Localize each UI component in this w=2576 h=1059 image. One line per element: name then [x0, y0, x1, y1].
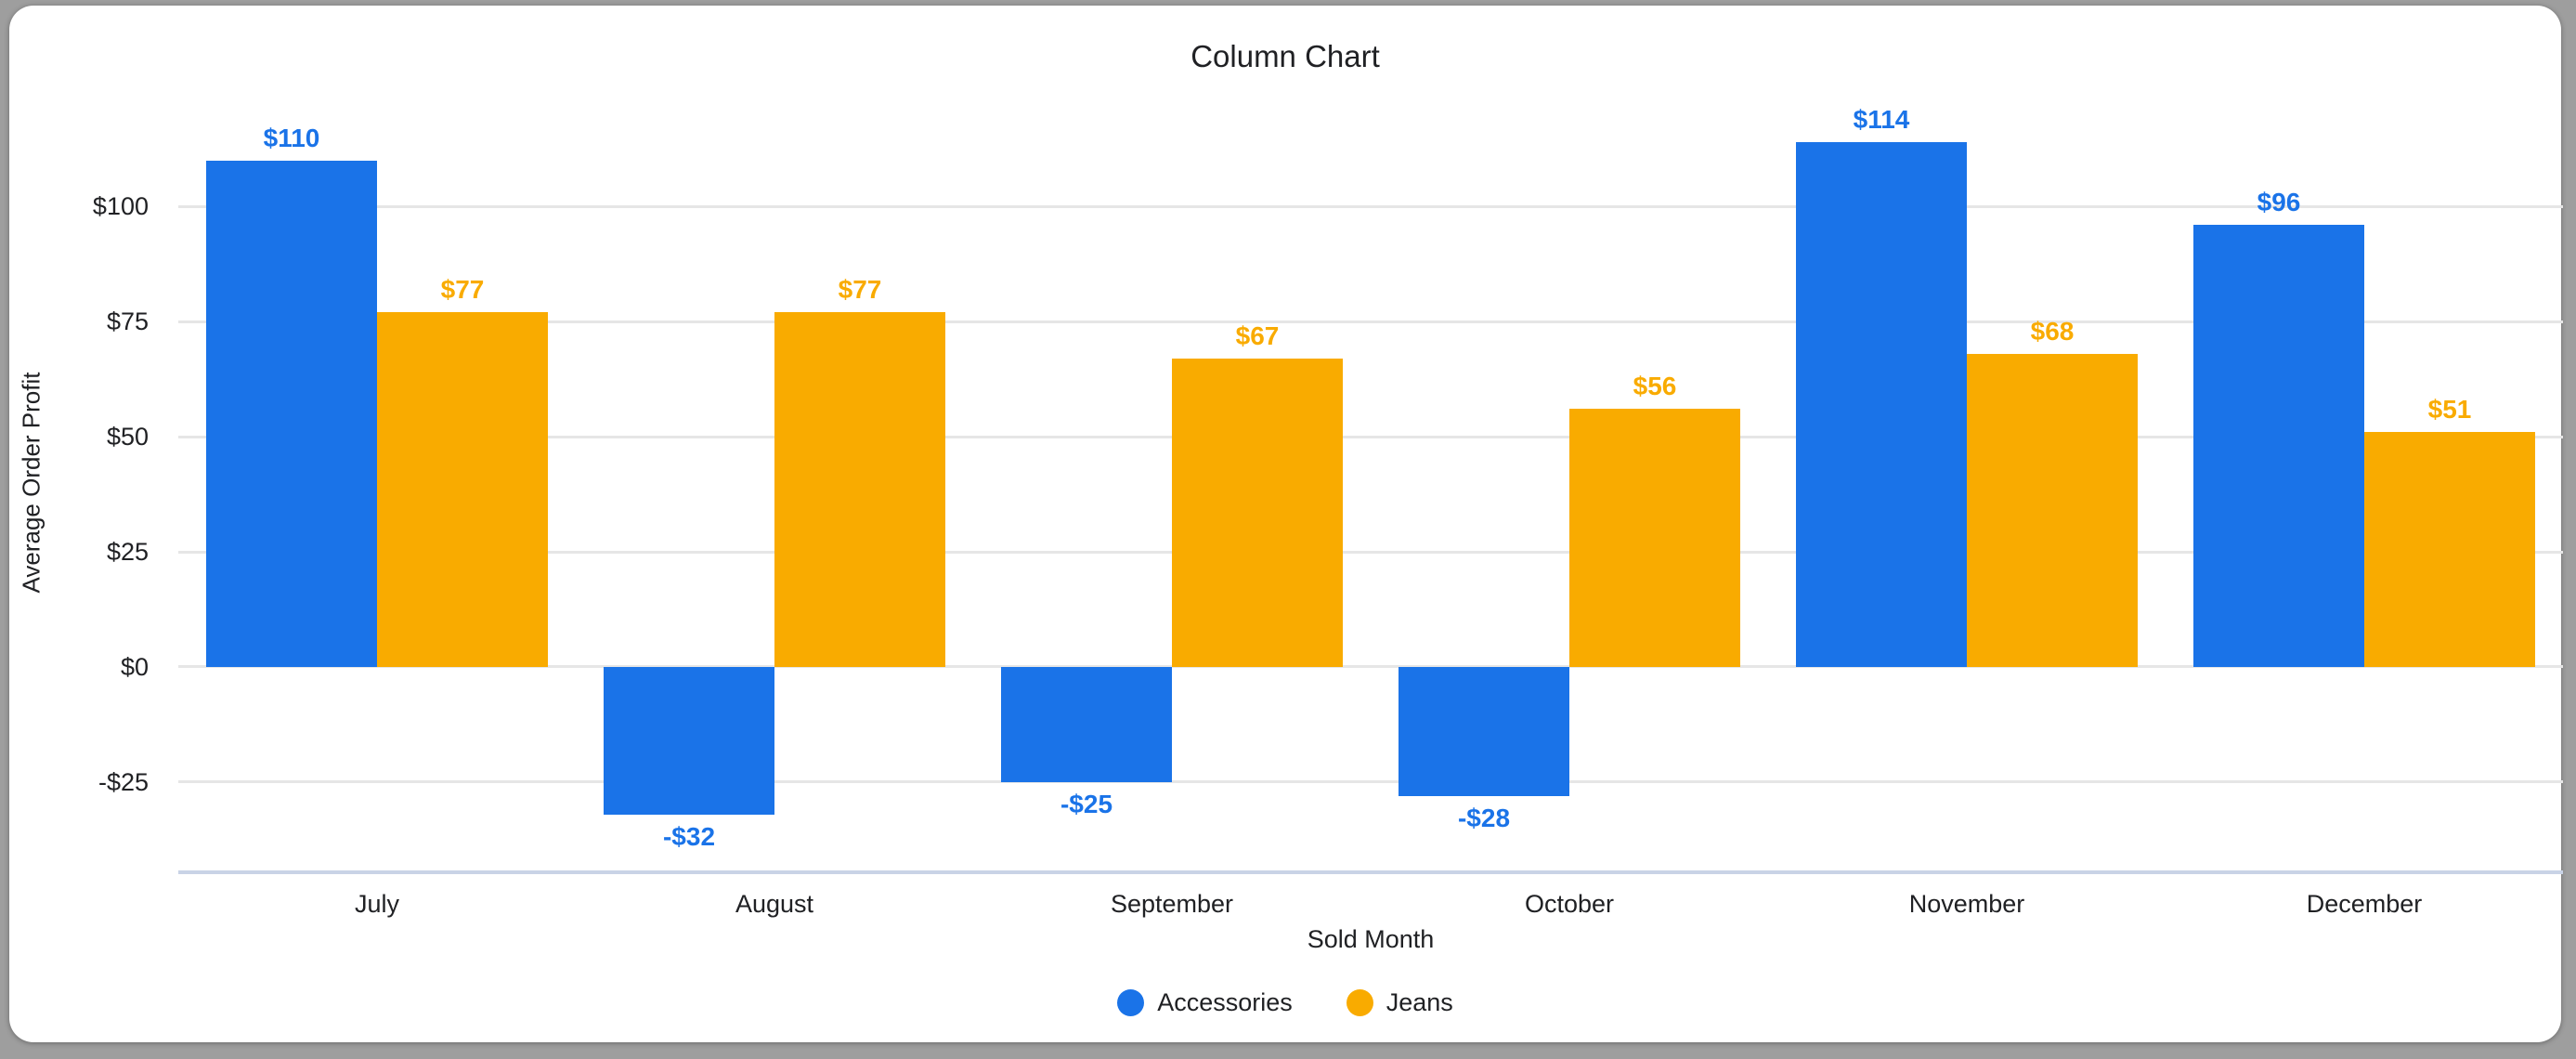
- bar-value-label: -$25: [1060, 789, 1113, 818]
- legend-item-accessories: Accessories: [1117, 988, 1293, 1017]
- chart-card: Column Chart Average Order Profit Sold M…: [9, 6, 2563, 1042]
- bar-value-label: $77: [440, 275, 485, 305]
- y-tick-label: $0: [120, 652, 149, 681]
- bar-accessories-september[interactable]: [1001, 666, 1172, 782]
- gridline: [178, 780, 2563, 784]
- gridline: [178, 665, 2563, 669]
- legend-label: Accessories: [1157, 988, 1293, 1016]
- y-tick-label: $75: [106, 307, 149, 336]
- bar-value-label: $77: [838, 275, 882, 305]
- chart-title: Column Chart: [1190, 39, 1380, 73]
- legend-label: Jeans: [1386, 988, 1453, 1016]
- legend-item-jeans: Jeans: [1346, 988, 1453, 1017]
- legend: Accessories Jeans: [9, 988, 2561, 1017]
- bar-value-label: -$28: [1457, 803, 1511, 832]
- bar-jeans-september[interactable]: [1172, 358, 1343, 667]
- x-tick-label: November: [1908, 890, 2025, 918]
- y-tick-label: -$25: [98, 767, 149, 796]
- bar-value-label: $96: [2257, 188, 2301, 217]
- bar-value-label: $56: [1633, 372, 1677, 401]
- bar-accessories-july[interactable]: [206, 160, 377, 667]
- bar-jeans-october[interactable]: [1569, 409, 1740, 667]
- bar-accessories-october[interactable]: [1399, 666, 1569, 796]
- x-axis-baseline: [178, 870, 2563, 874]
- legend-swatch-icon: [1346, 989, 1373, 1016]
- bar-value-label: $51: [2427, 395, 2472, 425]
- bar-jeans-july[interactable]: [377, 312, 548, 667]
- bar-accessories-november[interactable]: [1796, 141, 1967, 667]
- bar-jeans-december[interactable]: [2364, 432, 2535, 667]
- x-axis-title: Sold Month: [1307, 925, 1435, 953]
- x-tick-label: September: [1110, 890, 1234, 918]
- x-tick-label: October: [1524, 890, 1615, 918]
- bar-accessories-august[interactable]: [604, 666, 774, 815]
- y-tick-label: $100: [92, 192, 149, 221]
- bar-value-label: $68: [2030, 316, 2075, 346]
- x-tick-label: July: [354, 890, 399, 918]
- x-tick-label: December: [2306, 890, 2423, 918]
- y-axis-title: Average Order Profit: [17, 372, 46, 594]
- gridline: [178, 435, 2563, 438]
- gridline: [178, 550, 2563, 554]
- x-tick-label: August: [735, 890, 814, 918]
- bar-value-label: -$32: [662, 821, 716, 851]
- bar-jeans-november[interactable]: [1967, 353, 2138, 667]
- gridline: [178, 320, 2563, 323]
- legend-swatch-icon: [1117, 989, 1145, 1016]
- bar-value-label: $110: [263, 123, 320, 152]
- gridline: [178, 204, 2563, 208]
- bar-value-label: $114: [1853, 104, 1910, 134]
- bar-accessories-december[interactable]: [2193, 225, 2364, 667]
- bar-value-label: $67: [1235, 320, 1280, 350]
- y-tick-label: $50: [106, 423, 149, 451]
- y-tick-label: $25: [106, 538, 149, 567]
- bar-jeans-august[interactable]: [774, 312, 945, 667]
